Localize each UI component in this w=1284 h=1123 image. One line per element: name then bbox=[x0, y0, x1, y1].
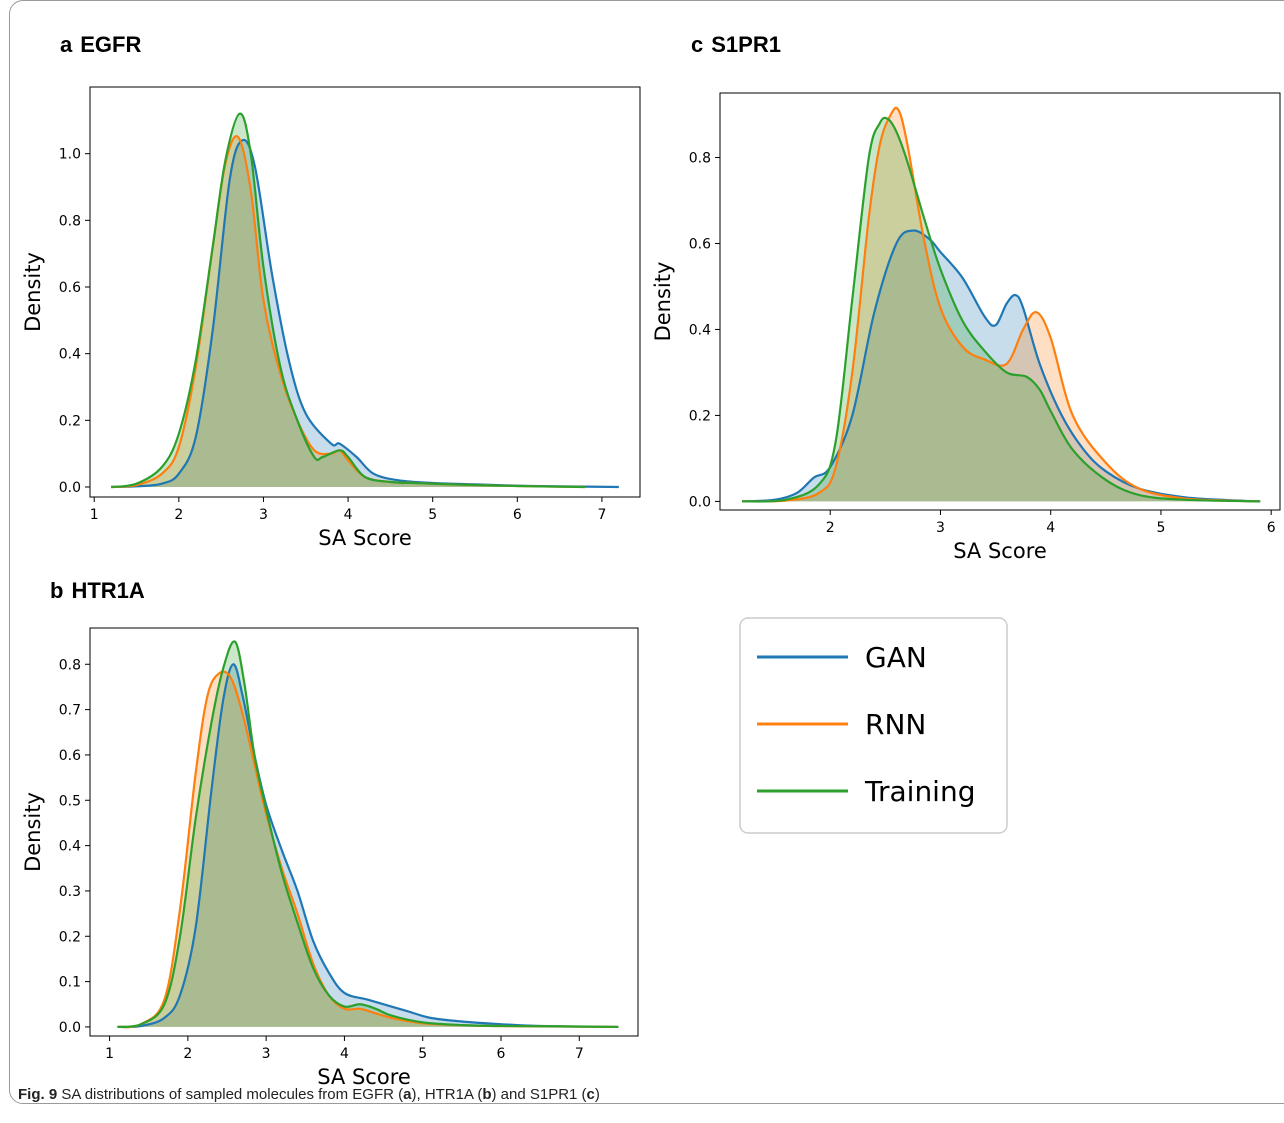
area-rnn bbox=[111, 136, 586, 487]
legend: GAN RNN Training bbox=[739, 617, 1008, 834]
caption-label: Fig. 9 bbox=[18, 1086, 58, 1103]
x-tick-label: 5 bbox=[418, 1046, 427, 1062]
x-tick-label: 1 bbox=[105, 1046, 114, 1062]
x-tick-label: 3 bbox=[262, 1046, 271, 1062]
x-tick-label: 6 bbox=[497, 1046, 506, 1062]
panel-heading: b HTR1A bbox=[50, 578, 145, 603]
figure-frame bbox=[9, 0, 1284, 1104]
y-tick-label: 0.6 bbox=[59, 280, 81, 296]
area-gan bbox=[117, 664, 619, 1027]
panel-title: S1PR1 bbox=[711, 32, 781, 57]
y-tick-label: 0.7 bbox=[59, 703, 81, 719]
caption-part: ), HTR1A ( bbox=[411, 1086, 483, 1103]
x-tick-label: 2 bbox=[826, 520, 835, 536]
x-axis-label: SA Score bbox=[317, 1065, 411, 1089]
x-tick-label: 4 bbox=[1046, 520, 1055, 536]
y-tick-label: 0.0 bbox=[59, 480, 81, 496]
x-tick-label: 5 bbox=[428, 507, 437, 523]
x-axis-label: SA Score bbox=[318, 526, 412, 550]
x-tick-label: 2 bbox=[183, 1046, 192, 1062]
y-axis-label: Density bbox=[21, 252, 45, 332]
area-gan bbox=[111, 139, 619, 488]
x-tick-label: 7 bbox=[597, 507, 606, 523]
x-tick-label: 4 bbox=[340, 1046, 349, 1062]
x-tick-label: 3 bbox=[259, 507, 268, 523]
area-training bbox=[111, 113, 586, 487]
caption-part: ) bbox=[594, 1086, 600, 1103]
y-tick-label: 0.4 bbox=[59, 839, 81, 855]
plot-frame bbox=[89, 627, 639, 1037]
plot-frame bbox=[719, 92, 1281, 511]
chart-panel-a: a EGFR 1 2 3 4 5 6 7 0.0 0.2 0.4 0.6 0.8 1.0 SA Score De… bbox=[21, 32, 641, 550]
y-tick-label: 0.4 bbox=[59, 347, 81, 363]
y-tick-label: 0.0 bbox=[59, 1020, 81, 1036]
y-tick-label: 0.0 bbox=[689, 494, 711, 510]
y-tick-label: 0.8 bbox=[59, 213, 81, 229]
x-tick-label: 5 bbox=[1156, 520, 1165, 536]
legend-label-rnn: RNN bbox=[865, 708, 926, 741]
y-tick-label: 0.2 bbox=[689, 408, 711, 424]
y-axis-label: Density bbox=[651, 262, 675, 342]
panel-heading: a EGFR bbox=[60, 32, 141, 57]
y-tick-label: 0.6 bbox=[689, 236, 711, 252]
x-axis-label: SA Score bbox=[953, 539, 1047, 563]
x-tick-label: 7 bbox=[575, 1046, 584, 1062]
x-tick-label: 1 bbox=[90, 507, 99, 523]
x-tick-label: 4 bbox=[344, 507, 353, 523]
area-training bbox=[742, 117, 1261, 502]
y-tick-label: 1.0 bbox=[59, 147, 81, 163]
chart-panel-b: b HTR1A 1 2 3 4 5 6 7 0.0 0.1 0.2 0.3 0.4 0.5 0.6 0.7 0.8… bbox=[21, 578, 639, 1089]
legend-box bbox=[739, 617, 1008, 834]
y-tick-label: 0.2 bbox=[59, 413, 81, 429]
area-training bbox=[117, 641, 619, 1027]
y-tick-label: 0.8 bbox=[59, 657, 81, 673]
y-tick-label: 0.3 bbox=[59, 884, 81, 900]
y-tick-label: 0.2 bbox=[59, 929, 81, 945]
panel-letter: c bbox=[691, 32, 703, 57]
caption-part: SA distributions of sampled molecules fr… bbox=[57, 1086, 404, 1103]
y-tick-label: 0.1 bbox=[59, 975, 81, 991]
legend-label-gan: GAN bbox=[865, 641, 927, 674]
chart-panel-c: c S1PR1 2 3 4 5 6 0.0 0.2 0.4 0.6 0.8 SA Score Densit… bbox=[651, 32, 1281, 563]
panel-letter: a bbox=[60, 32, 73, 57]
panel-title: EGFR bbox=[80, 32, 141, 57]
x-tick-label: 6 bbox=[1267, 520, 1276, 536]
x-tick-label: 2 bbox=[174, 507, 183, 523]
area-rnn bbox=[117, 671, 619, 1028]
line-training bbox=[117, 640, 619, 1029]
caption-part: b bbox=[482, 1086, 492, 1103]
caption-part: c bbox=[586, 1086, 595, 1103]
caption-part: ) and S1PR1 ( bbox=[491, 1086, 587, 1103]
y-axis-label: Density bbox=[21, 792, 45, 872]
panel-title: HTR1A bbox=[71, 578, 144, 603]
figure-caption: Fig. 9 SA distributions of sampled molec… bbox=[18, 1086, 600, 1103]
y-tick-label: 0.4 bbox=[689, 322, 711, 338]
caption-text: SA distributions of sampled molecules fr… bbox=[57, 1086, 600, 1103]
x-tick-label: 3 bbox=[936, 520, 945, 536]
y-tick-label: 0.6 bbox=[59, 748, 81, 764]
line-gan bbox=[117, 663, 619, 1029]
line-training bbox=[111, 112, 586, 489]
panel-letter: b bbox=[50, 578, 63, 603]
y-tick-label: 0.8 bbox=[689, 150, 711, 166]
plot-frame bbox=[89, 86, 641, 498]
legend-label-training: Training bbox=[864, 775, 975, 808]
y-tick-label: 0.5 bbox=[59, 793, 81, 809]
area-rnn bbox=[742, 107, 1261, 502]
x-tick-label: 6 bbox=[513, 507, 522, 523]
line-rnn bbox=[111, 135, 586, 489]
line-training bbox=[742, 116, 1261, 503]
line-rnn bbox=[742, 106, 1261, 503]
caption-part: a bbox=[403, 1086, 412, 1103]
panel-heading: c S1PR1 bbox=[691, 32, 781, 57]
